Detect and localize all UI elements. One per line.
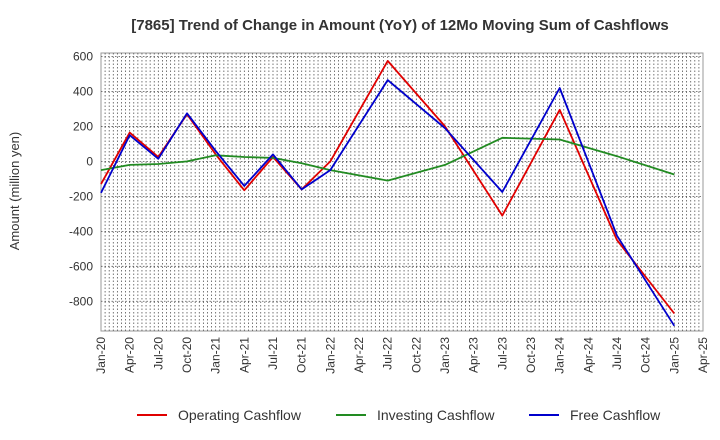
y-tick-label: 0 [86,154,93,168]
x-axis-ticks: Jan-20 Apr-20 Jul-20 Oct-20 Jan-21 Apr-21 Jul-… [94,337,710,374]
x-tick-label: Apr-23 [467,337,481,373]
series-lines [100,60,676,327]
legend: Operating Cashflow Investing Cashflow Free… [137,407,661,423]
y-tick-label: 400 [73,84,93,98]
y-axis-label: Amount (million yen) [7,132,22,251]
x-tick-label: Jan-24 [553,337,567,374]
x-tick-label: Jan-21 [209,337,223,374]
legend-label: Operating Cashflow [178,407,302,423]
y-axis-ticks: 600 400 200 0 -200 -400 -600 -800 [69,49,93,308]
x-tick-label: Jul-21 [266,337,280,370]
y-tick-label: -200 [69,189,93,203]
x-tick-label: Oct-21 [295,337,309,373]
x-tick-label: Apr-22 [352,337,366,373]
x-tick-label: Jul-20 [151,337,165,370]
y-tick-label: 600 [73,49,93,63]
x-tick-label: Jul-22 [381,337,395,370]
y-tick-label: -400 [69,224,93,238]
x-tick-label: Jan-25 [667,337,681,374]
x-tick-label: Jan-23 [438,337,452,374]
legend-label: Investing Cashflow [377,407,495,423]
legend-label: Free Cashflow [570,407,661,423]
grid-lines [101,53,703,331]
x-tick-label: Jul-24 [610,337,624,370]
x-tick-label: Apr-20 [123,337,137,373]
chart-title: [7865] Trend of Change in Amount (YoY) o… [131,17,669,34]
x-tick-label: Oct-20 [180,337,194,373]
plot-border [100,52,704,332]
series-line [100,79,676,327]
y-tick-label: 200 [73,119,93,133]
x-tick-label: Jan-20 [94,337,108,374]
x-tick-label: Apr-25 [696,337,710,373]
y-tick-label: -800 [69,294,93,308]
x-tick-label: Oct-24 [639,337,653,373]
plot-area [100,52,704,332]
series-line [100,136,675,182]
y-tick-label: -600 [69,259,93,273]
x-tick-label: Apr-21 [237,337,251,373]
x-tick-label: Apr-24 [581,337,595,373]
x-tick-label: Oct-22 [409,337,423,373]
x-tick-label: Oct-23 [524,337,538,373]
x-tick-label: Jan-22 [323,337,337,374]
x-tick-label: Jul-23 [495,337,509,370]
